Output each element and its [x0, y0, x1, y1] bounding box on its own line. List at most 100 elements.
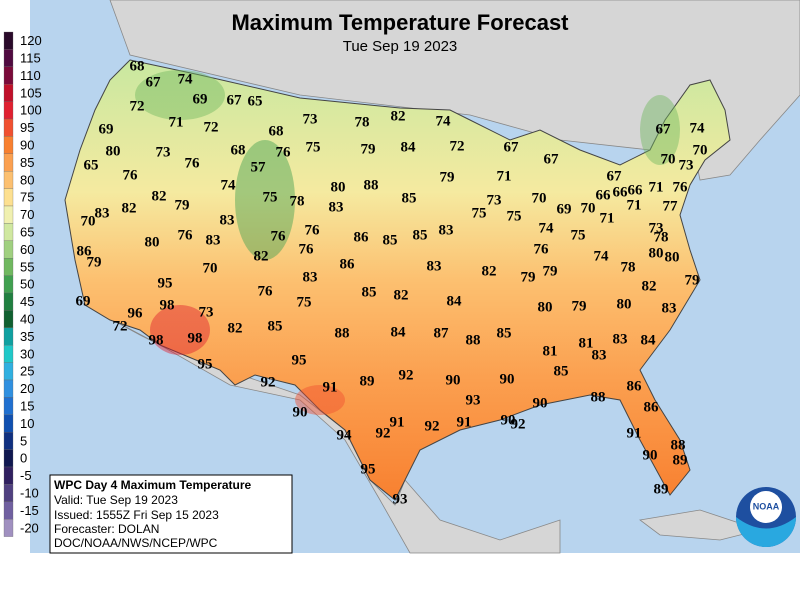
temperature-label: 82	[122, 200, 137, 216]
legend-swatch	[3, 84, 14, 102]
temperature-label: 78	[621, 259, 636, 275]
temperature-label: 76	[271, 228, 287, 244]
temperature-label: 70	[581, 200, 596, 216]
temperature-label: 85	[402, 190, 417, 206]
temperature-label: 86	[644, 399, 660, 415]
temperature-label: 79	[543, 263, 558, 279]
temperature-label: 71	[497, 168, 512, 184]
temperature-label: 84	[641, 332, 657, 348]
temperature-label: 76	[258, 283, 274, 299]
temperature-label: 74	[539, 220, 555, 236]
temperature-label: 57	[251, 159, 267, 175]
temperature-label: 67	[544, 151, 560, 167]
temperature-label: 83	[427, 258, 442, 274]
legend-swatch	[3, 345, 14, 363]
temperature-label: 95	[292, 352, 307, 368]
temperature-label: 89	[673, 452, 688, 468]
temperature-label: 81	[543, 343, 558, 359]
temperature-label: 92	[425, 418, 440, 434]
us-land	[64, 59, 731, 501]
legend-swatch	[3, 327, 14, 346]
temperature-label: 66	[613, 184, 629, 200]
temperature-label: 69	[557, 201, 572, 217]
legend-label: 45	[20, 294, 34, 309]
legend-swatch	[3, 379, 14, 398]
temperature-label: 90	[643, 447, 658, 463]
temperature-label: 73	[199, 304, 214, 320]
color-legend: 1201151101051009590858075706560555045403…	[3, 31, 42, 537]
legend-label: 55	[20, 259, 34, 274]
temperature-label: 75	[306, 139, 321, 155]
legend-label: 5	[20, 433, 27, 448]
temperature-label: 70	[81, 213, 96, 229]
temperature-label: 76	[299, 241, 315, 257]
temperature-label: 85	[383, 232, 398, 248]
legend-swatch	[3, 466, 14, 485]
temperature-label: 88	[364, 177, 379, 193]
temperature-label: 82	[152, 188, 167, 204]
legend-swatch	[3, 188, 14, 207]
legend-swatch	[3, 501, 14, 520]
temperature-label: 67	[146, 74, 162, 90]
info-box: WPC Day 4 Maximum Temperature Valid: Tue…	[49, 474, 293, 554]
temperature-label: 84	[447, 293, 463, 309]
temperature-label: 76	[534, 241, 550, 257]
temperature-label: 83	[303, 269, 318, 285]
legend-swatch	[3, 118, 14, 137]
temperature-label: 90	[293, 404, 308, 420]
legend-label: 50	[20, 277, 34, 292]
temperature-label: 83	[439, 222, 454, 238]
temperature-label: 92	[399, 367, 414, 383]
temperature-label: 75	[297, 294, 312, 310]
temperature-label: 73	[649, 220, 664, 236]
temperature-label: 85	[554, 363, 569, 379]
legend-label: -15	[20, 503, 39, 518]
legend-swatch	[3, 362, 14, 381]
temperature-label: 87	[434, 325, 450, 341]
temperature-label: 71	[627, 197, 642, 213]
temperature-label: 82	[228, 320, 243, 336]
temperature-label: 73	[487, 192, 502, 208]
temperature-label: 83	[220, 212, 235, 228]
temperature-label: 88	[335, 325, 350, 341]
temperature-label: 93	[393, 491, 408, 507]
temperature-label: 75	[472, 205, 487, 221]
temperature-label: 72	[450, 138, 465, 154]
legend-label: 25	[20, 364, 34, 379]
temperature-label: 80	[665, 249, 680, 265]
legend-label: 75	[20, 190, 34, 205]
temperature-label: 71	[600, 210, 615, 226]
info-line: Issued: 1555Z Fri Sep 15 2023	[54, 508, 219, 522]
legend-label: 40	[20, 312, 34, 327]
legend-swatch	[3, 310, 14, 328]
temperature-label: 86	[340, 256, 356, 272]
temperature-label: 79	[175, 197, 190, 213]
temperature-label: 88	[466, 332, 481, 348]
temperature-label: 67	[504, 139, 520, 155]
temperature-label: 82	[394, 287, 409, 303]
info-line: Forecaster: DOLAN	[54, 522, 159, 536]
temperature-label: 78	[290, 193, 305, 209]
temperature-label: 90	[500, 371, 515, 387]
temperature-label: 72	[113, 318, 128, 334]
temperature-label: 88	[591, 389, 606, 405]
legend-swatch	[3, 414, 14, 433]
legend-swatch	[3, 136, 14, 154]
legend-label: 115	[20, 51, 41, 66]
info-line: Valid: Tue Sep 19 2023	[54, 493, 178, 507]
temperature-label: 92	[261, 374, 276, 390]
legend-label: 60	[20, 242, 34, 257]
temperature-label: 80	[145, 234, 160, 250]
temperature-label: 95	[158, 275, 173, 291]
temperature-label: 85	[497, 325, 512, 341]
temperature-label: 76	[305, 222, 321, 238]
title: Maximum Temperature Forecast	[231, 10, 569, 35]
legend-label: 120	[20, 33, 42, 48]
temperature-label: 70	[693, 142, 708, 158]
temperature-label: 79	[685, 272, 700, 288]
legend-swatch	[3, 223, 14, 241]
legend-swatch	[3, 519, 14, 537]
temperature-label: 67	[607, 168, 623, 184]
temperature-label: 79	[572, 298, 587, 314]
